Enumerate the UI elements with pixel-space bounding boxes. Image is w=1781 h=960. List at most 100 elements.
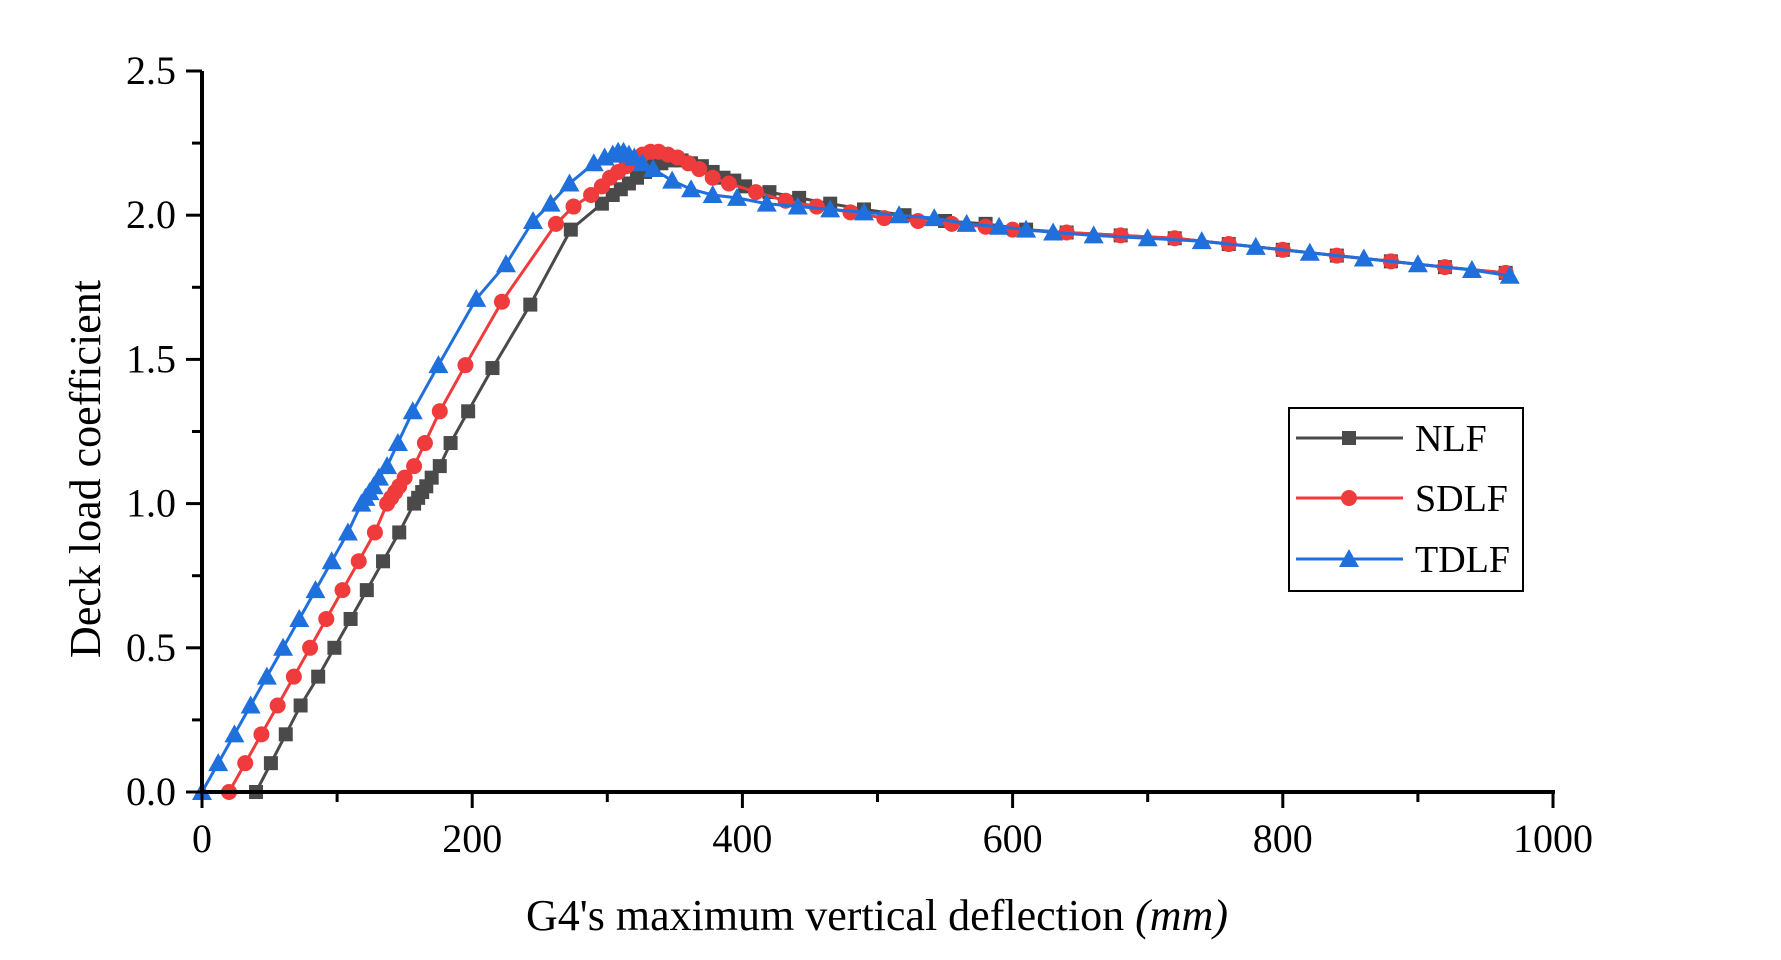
series-layer [192, 141, 1520, 800]
data-point-tdlf [1353, 248, 1374, 267]
data-point-tdlf [956, 213, 977, 232]
data-point-sdlf [302, 639, 319, 656]
y-tick-label: 2.0 [126, 192, 176, 237]
data-point-sdlf [565, 198, 582, 215]
x-axis-title: G4's maximum vertical deflection (mm) [526, 891, 1228, 940]
data-point-nlf [327, 640, 342, 655]
data-point-tdlf [1407, 254, 1428, 273]
data-point-sdlf [396, 469, 413, 486]
data-point-tdlf [387, 433, 408, 452]
data-point-tdlf [321, 551, 342, 570]
legend-marker-square-icon [1342, 431, 1356, 445]
legend-item-sdlf: SDLF [1296, 478, 1508, 520]
data-point-tdlf [466, 288, 487, 307]
data-point-sdlf [493, 293, 510, 310]
data-point-tdlf [1083, 225, 1104, 244]
data-point-tdlf [337, 522, 358, 541]
data-point-sdlf [269, 697, 286, 714]
y-tick-label: 2.5 [126, 48, 176, 93]
data-point-tdlf [1191, 231, 1212, 250]
y-tick-label: 0.0 [126, 769, 176, 814]
data-point-nlf [311, 669, 326, 684]
data-point-nlf [432, 459, 447, 474]
data-point-sdlf [318, 610, 335, 627]
data-point-tdlf [702, 185, 723, 204]
data-point-sdlf [285, 668, 302, 685]
data-point-tdlf [989, 216, 1010, 235]
data-point-tdlf [402, 401, 423, 420]
data-point-tdlf [632, 153, 653, 172]
data-point-sdlf [704, 169, 721, 186]
data-point-tdlf [208, 753, 229, 772]
data-point-nlf [293, 698, 308, 713]
data-point-nlf [594, 196, 609, 211]
data-point-nlf [359, 583, 374, 598]
x-tick-label: 0 [192, 816, 212, 861]
x-tick-label: 1000 [1513, 816, 1593, 861]
data-point-nlf [376, 554, 391, 569]
data-point-tdlf [495, 254, 516, 273]
data-point-sdlf [547, 215, 564, 232]
data-point-nlf [563, 222, 578, 237]
data-point-tdlf [726, 187, 747, 206]
data-point-tdlf [1016, 219, 1037, 238]
data-point-sdlf [253, 726, 270, 743]
data-point-tdlf [256, 666, 277, 685]
data-point-tdlf [924, 208, 945, 227]
data-point-nlf [392, 525, 407, 540]
data-point-sdlf [406, 458, 423, 475]
data-point-tdlf [681, 179, 702, 198]
legend-marker-triangle-icon [1339, 549, 1359, 567]
legend-marker-circle-icon [1341, 490, 1357, 506]
series-tdlf [192, 141, 1520, 800]
data-point-sdlf [747, 184, 764, 201]
y-tick-label: 1.0 [126, 481, 176, 526]
data-point-tdlf [1137, 228, 1158, 247]
data-point-tdlf [1499, 265, 1520, 284]
data-point-nlf [443, 436, 458, 451]
data-point-tdlf [289, 608, 310, 627]
data-point-tdlf [1043, 222, 1064, 241]
data-point-tdlf [1461, 259, 1482, 278]
legend: NLF SDLF TDLF [1288, 407, 1524, 592]
data-point-tdlf [540, 193, 561, 212]
x-tick-label: 600 [983, 816, 1043, 861]
data-point-sdlf [431, 403, 448, 420]
data-point-tdlf [583, 153, 604, 172]
data-point-nlf [461, 404, 476, 419]
data-point-tdlf [1299, 242, 1320, 261]
data-point-tdlf [428, 355, 449, 374]
x-axis-title-unit: (mm) [1135, 891, 1228, 940]
legend-item-nlf: NLF [1296, 418, 1487, 460]
y-tick-label: 1.5 [126, 336, 176, 381]
data-point-sdlf [457, 357, 474, 374]
x-tick-label: 400 [712, 816, 772, 861]
y-tick-label: 0.5 [126, 625, 176, 670]
data-point-sdlf [416, 435, 433, 452]
data-point-sdlf [720, 175, 737, 192]
data-point-tdlf [889, 205, 910, 224]
data-point-sdlf [691, 161, 708, 178]
data-point-tdlf [377, 456, 398, 475]
data-point-nlf [343, 611, 358, 626]
data-point-sdlf [943, 215, 960, 232]
y-ticks: 0.0 0.5 1.0 1.5 2.0 2.5 [126, 48, 202, 814]
data-point-tdlf [756, 193, 777, 212]
legend-label: NLF [1415, 418, 1487, 460]
data-point-nlf [424, 470, 439, 485]
data-point-tdlf [368, 467, 389, 486]
data-point-tdlf [1245, 236, 1266, 255]
data-point-sdlf [237, 755, 254, 772]
legend-items: NLF SDLF TDLF [1296, 418, 1510, 581]
data-point-tdlf [820, 199, 841, 218]
x-ticks: 0 200 400 600 800 1000 [192, 792, 1593, 861]
x-tick-label: 800 [1253, 816, 1313, 861]
data-point-tdlf [305, 580, 326, 599]
legend-label: SDLF [1415, 478, 1508, 520]
data-point-tdlf [559, 173, 580, 192]
data-point-tdlf [224, 724, 245, 743]
data-point-nlf [263, 756, 278, 771]
data-point-nlf [485, 361, 500, 376]
data-point-tdlf [273, 637, 294, 656]
